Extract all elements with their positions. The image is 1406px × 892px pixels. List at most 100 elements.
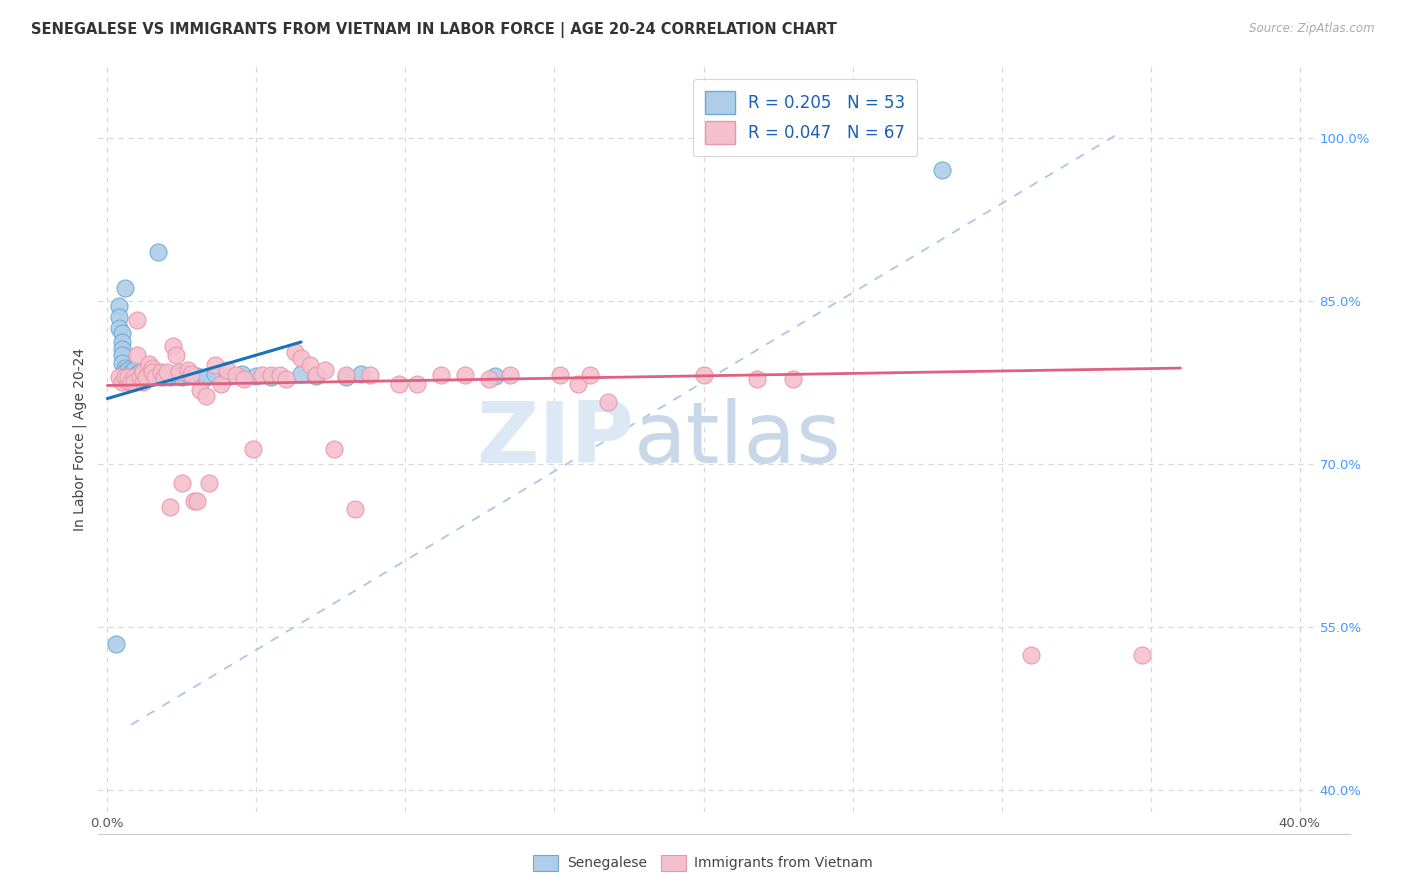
Point xyxy=(204,358,226,372)
Point xyxy=(454,368,477,382)
Point xyxy=(167,368,190,383)
Point xyxy=(111,326,134,341)
Point xyxy=(117,376,139,390)
Point xyxy=(117,369,139,384)
Point xyxy=(180,367,202,381)
Point xyxy=(153,367,176,381)
Point xyxy=(108,310,131,324)
Point xyxy=(194,389,217,403)
Point xyxy=(252,368,274,382)
Point xyxy=(165,367,187,381)
Point xyxy=(550,368,572,382)
Point xyxy=(150,366,173,380)
Point xyxy=(350,367,373,381)
Point xyxy=(260,369,283,384)
Point xyxy=(165,348,187,362)
Point xyxy=(209,377,232,392)
Point xyxy=(162,339,184,353)
Point xyxy=(242,442,264,456)
Point xyxy=(335,368,357,382)
Point xyxy=(499,368,522,382)
Text: SENEGALESE VS IMMIGRANTS FROM VIETNAM IN LABOR FORCE | AGE 20-24 CORRELATION CHA: SENEGALESE VS IMMIGRANTS FROM VIETNAM IN… xyxy=(31,22,837,38)
Point xyxy=(135,368,157,383)
Point xyxy=(108,299,131,313)
Point xyxy=(111,342,134,356)
Point xyxy=(105,637,128,651)
Point xyxy=(322,442,344,456)
Point xyxy=(108,369,131,384)
Point xyxy=(111,348,134,362)
Point xyxy=(129,369,152,384)
Point xyxy=(122,367,145,381)
Point xyxy=(167,366,190,380)
Y-axis label: In Labor Force | Age 20-24: In Labor Force | Age 20-24 xyxy=(73,348,87,531)
Point xyxy=(111,334,134,349)
Point xyxy=(146,244,169,259)
Point xyxy=(260,368,283,382)
Point xyxy=(127,369,149,384)
Point xyxy=(290,367,312,381)
Point xyxy=(122,376,145,390)
Point xyxy=(225,368,247,382)
Text: ZIP: ZIP xyxy=(475,398,634,481)
Point xyxy=(122,363,145,377)
Point xyxy=(141,366,163,380)
Point xyxy=(114,366,136,380)
Point xyxy=(114,361,136,376)
Point xyxy=(406,377,429,392)
Point xyxy=(430,368,453,382)
Point xyxy=(159,369,181,384)
Point xyxy=(111,376,134,390)
Point xyxy=(782,372,804,386)
Point xyxy=(692,368,714,382)
Text: Source: ZipAtlas.com: Source: ZipAtlas.com xyxy=(1250,22,1375,36)
Point xyxy=(129,368,152,383)
Point xyxy=(120,376,142,390)
Point xyxy=(117,363,139,377)
Point xyxy=(269,368,291,382)
Point xyxy=(111,356,134,370)
Point xyxy=(579,368,602,382)
Point xyxy=(114,280,136,294)
Point xyxy=(117,367,139,381)
Point xyxy=(343,502,366,516)
Point xyxy=(177,363,200,377)
Point xyxy=(132,376,155,390)
Point xyxy=(194,369,217,384)
Point xyxy=(290,351,312,366)
Point xyxy=(108,321,131,335)
Point xyxy=(114,369,136,384)
Point xyxy=(143,368,166,383)
Point xyxy=(747,372,769,386)
Point xyxy=(122,369,145,384)
Point xyxy=(186,493,208,508)
Point xyxy=(156,366,179,380)
Text: atlas: atlas xyxy=(634,398,842,481)
Point xyxy=(186,368,208,383)
Point xyxy=(138,369,160,384)
Point xyxy=(1130,648,1153,662)
Point xyxy=(120,366,142,380)
Point xyxy=(132,369,155,384)
Point xyxy=(177,367,200,381)
Point xyxy=(170,369,193,384)
Point xyxy=(299,358,322,372)
Point xyxy=(135,369,157,384)
Point xyxy=(204,367,226,381)
Point xyxy=(245,368,267,383)
Point xyxy=(188,383,211,397)
Point xyxy=(156,368,179,383)
Point xyxy=(153,369,176,384)
Point xyxy=(284,344,307,359)
Point xyxy=(170,476,193,491)
Point xyxy=(314,363,336,377)
Point xyxy=(567,377,589,392)
Point xyxy=(231,367,253,381)
Legend: R = 0.205   N = 53, R = 0.047   N = 67: R = 0.205 N = 53, R = 0.047 N = 67 xyxy=(693,79,917,156)
Point xyxy=(132,366,155,380)
Point xyxy=(478,372,501,386)
Point xyxy=(305,368,328,382)
Legend: Senegalese, Immigrants from Vietnam: Senegalese, Immigrants from Vietnam xyxy=(527,849,879,876)
Point xyxy=(305,368,328,383)
Point xyxy=(359,368,381,382)
